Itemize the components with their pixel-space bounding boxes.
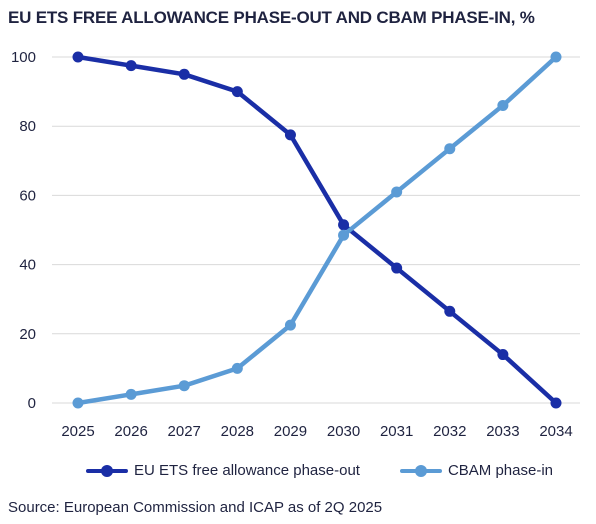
series-group xyxy=(72,51,562,409)
y-tick-label: 100 xyxy=(11,49,36,66)
series-1-point xyxy=(497,349,509,361)
series-2-point xyxy=(391,186,403,198)
legend-item-series-1: EU ETS free allowance phase-out xyxy=(86,462,360,479)
series-2-point xyxy=(231,362,243,374)
source-note: Source: European Commission and ICAP as … xyxy=(8,499,383,516)
x-tick-label: 2032 xyxy=(433,423,466,440)
series-1-point xyxy=(178,68,190,80)
series-2-point xyxy=(72,397,84,409)
chart-title: EU ETS FREE ALLOWANCE PHASE-OUT AND CBAM… xyxy=(8,8,535,27)
series-1-point xyxy=(444,305,456,317)
series-1-point xyxy=(125,60,137,72)
series-2-point xyxy=(125,388,137,400)
y-tick-label: 60 xyxy=(19,187,36,204)
series-2-point xyxy=(178,380,190,392)
legend: EU ETS free allowance phase-out CBAM pha… xyxy=(86,462,553,479)
series-1-point xyxy=(391,262,403,274)
y-tick-label: 0 xyxy=(28,395,36,412)
series-1-point xyxy=(72,51,84,63)
series-line-1 xyxy=(75,54,559,406)
legend-swatch-series-2 xyxy=(399,464,442,478)
x-tick-label: 2025 xyxy=(61,423,94,440)
series-2-point xyxy=(444,143,456,155)
y-tick-label: 20 xyxy=(19,326,36,343)
series-2-point xyxy=(284,319,296,331)
x-tick-label: 2030 xyxy=(327,423,360,440)
x-tick-label: 2026 xyxy=(114,423,147,440)
grid-lines xyxy=(52,56,580,404)
x-tick-label: 2034 xyxy=(539,423,572,440)
y-axis-ticks: 0 20 40 60 80 100 xyxy=(11,49,36,412)
x-tick-label: 2031 xyxy=(380,423,413,440)
y-tick-label: 40 xyxy=(19,257,36,274)
series-2-point xyxy=(497,99,509,111)
series-1-point xyxy=(550,397,562,409)
legend-label-series-1: EU ETS free allowance phase-out xyxy=(134,462,360,479)
series-line-2 xyxy=(75,54,559,406)
y-tick-label: 80 xyxy=(19,118,36,135)
series-2-point xyxy=(550,51,562,63)
series-2-point xyxy=(338,229,350,241)
x-tick-label: 2029 xyxy=(274,423,307,440)
legend-item-series-2: CBAM phase-in xyxy=(399,462,553,479)
line-chart: 0 20 40 60 80 100 2025 2026 2027 2028 2029 2030 203… xyxy=(11,49,580,440)
x-tick-label: 2027 xyxy=(168,423,201,440)
legend-label-series-2: CBAM phase-in xyxy=(447,462,553,479)
x-tick-label: 2028 xyxy=(221,423,254,440)
series-1-point xyxy=(231,86,243,98)
x-tick-label: 2033 xyxy=(486,423,519,440)
series-1-point xyxy=(338,219,350,231)
legend-swatch-series-1 xyxy=(86,464,128,478)
x-axis-ticks: 2025 2026 2027 2028 2029 2030 2031 2032 2033 2034 xyxy=(61,423,572,440)
series-1-point xyxy=(284,129,296,141)
